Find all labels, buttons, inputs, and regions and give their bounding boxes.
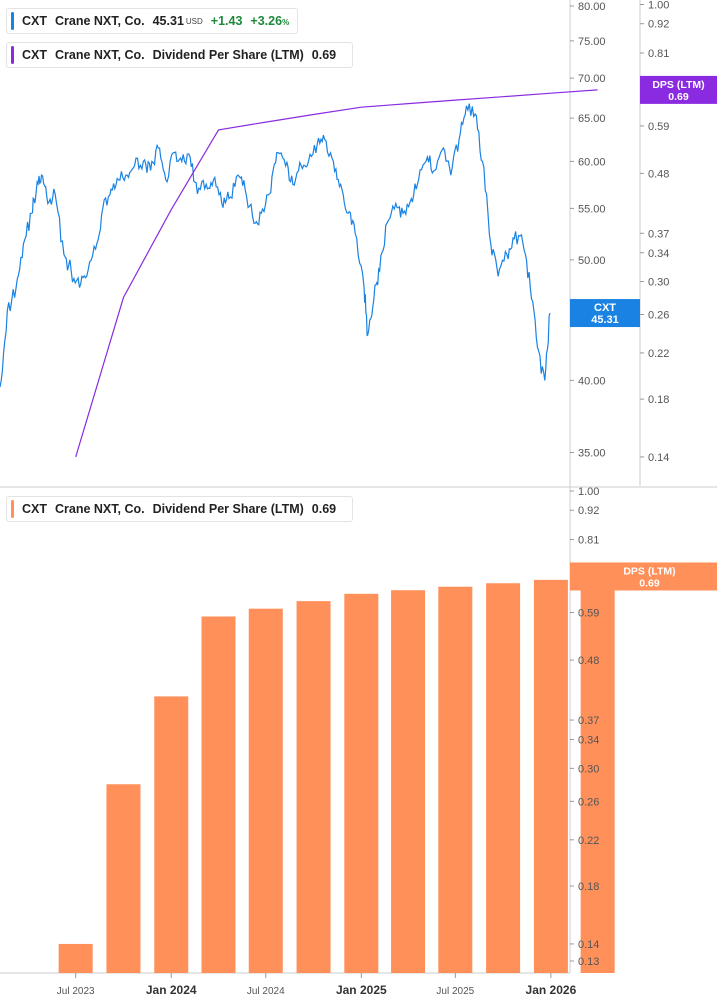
legend-change: +1.43 [210,14,243,28]
x-tick-label: Jan 2025 [336,983,387,997]
dps-tick-label: 0.30 [578,763,599,775]
x-tick-label: Jul 2023 [57,986,95,997]
x-tick-label: Jul 2025 [436,986,474,997]
dps-bar [248,608,283,973]
dps-tick-label: 0.59 [578,608,599,620]
legend-price: 45.31 [152,14,184,28]
legend-metric: Dividend Per Share (LTM) [152,502,304,516]
dps-bar [580,576,615,973]
price-legend-swatch [11,12,14,30]
x-tick-label: Jan 2024 [146,983,197,997]
legend-currency: USD [185,16,203,26]
dps-overlay-badge-label: DPS (LTM) [652,79,704,91]
legend-change-pct-value: +3.26 [250,14,283,28]
legend-change-pct: +3.26% [250,14,289,28]
dps-overlay-legend[interactable]: CXT Crane NXT, Co. Dividend Per Share (L… [6,42,354,68]
dps-bar-badge [570,562,717,591]
dps-tick-label: 0.92 [578,505,599,517]
price-tick-label: 50.00 [578,255,606,267]
price-badge [570,299,640,328]
price-tick-label: 70.00 [578,73,606,85]
legend-company: Crane NXT, Co. [55,48,145,62]
dps-bar-badge-label: DPS (LTM) [623,565,675,577]
dps-overlay-badge-value: 0.69 [668,91,689,103]
price-tick-label: 75.00 [578,36,606,48]
price-tick-label: 65.00 [578,113,606,125]
price-tick-label: 35.00 [578,448,606,460]
dps-tick-label: 0.22 [578,835,599,847]
dps-bar-plot [58,576,615,973]
dps-tick-label: 1.00 [578,486,599,498]
dps-bar [106,784,141,973]
legend-ticker: CXT [22,48,47,62]
legend-company: Crane NXT, Co. [55,14,145,28]
dps-tick-label: 0.26 [578,796,599,808]
x-tick-label: Jul 2024 [247,986,285,997]
price-badge-label: CXT [594,302,616,314]
price-axis: 35.0040.0045.0050.0055.0060.0065.0070.00… [570,1,606,460]
dps-bar [391,590,426,973]
legend-value: 0.69 [311,48,337,62]
price-tick-label: 80.00 [578,1,606,13]
dps-tick-label: 0.37 [578,715,599,727]
price-series-line [0,103,551,388]
dps-bar-legend-swatch [11,500,14,518]
legend-metric: Dividend Per Share (LTM) [152,48,304,62]
time-axis: Jul 2023 Jan 2024 Jul 2024 Jan 2025 Jul 2025… [57,973,577,997]
dps-overlay-tick-label: 0.14 [648,452,669,464]
dps-tick-label: 0.81 [578,535,599,547]
dps-bar [154,696,189,973]
dps-tick-label: 0.34 [578,735,599,747]
dps-overlay-tick-label: 0.34 [648,248,669,260]
price-tick-label: 55.00 [578,203,606,215]
dps-overlay-tick-label: 1.00 [648,0,669,12]
legend-ticker: CXT [22,14,47,28]
dps-overlay-tick-label: 0.30 [648,277,669,289]
dps-overlay-legend-swatch [11,46,14,64]
dps-bar [438,586,473,973]
legend-pct-sign: % [282,18,290,27]
dps-bar [296,601,331,973]
legend-ticker: CXT [22,502,47,516]
dps-overlay-axis: 0.140.180.220.260.300.340.370.480.590.70… [640,0,669,464]
price-tick-label: 40.00 [578,375,606,387]
dps-bar-legend[interactable]: CXT Crane NXT, Co. Dividend Per Share (L… [6,496,354,522]
dps-bar [201,616,236,973]
dps-overlay-tick-label: 0.18 [648,394,669,406]
dps-overlay-tick-label: 0.59 [648,121,669,133]
price-badge-value: 45.31 [591,314,619,326]
legend-company: Crane NXT, Co. [55,502,145,516]
dps-overlay-tick-label: 0.92 [648,19,669,31]
price-legend[interactable]: CXT Crane NXT, Co. 45.31 USD +1.43 +3.26… [6,8,299,34]
dps-overlay-tick-label: 0.48 [648,168,669,180]
price-plot [0,89,598,458]
dps-overlay-badge [640,75,717,104]
dps-overlay-tick-label: 0.81 [648,48,669,60]
dps-bar-badge-value: 0.69 [639,577,660,589]
dps-overlay-tick-label: 0.22 [648,348,669,360]
price-tick-label: 60.00 [578,156,606,168]
dps-bar [486,583,521,973]
dps-tick-label: 0.13 [578,956,599,968]
dps-overlay-tick-label: 0.37 [648,228,669,240]
dps-tick-label: 0.18 [578,881,599,893]
legend-value: 0.69 [311,502,337,516]
dps-bar [533,579,568,973]
dps-overlay-line [75,89,598,458]
dps-tick-label: 0.14 [578,939,599,951]
dps-bar [344,593,379,973]
dps-bar-axis: 0.13 0.14 0.18 0.22 0.26 0.30 0.34 0.37 0.48 0.59… [570,486,599,968]
dps-tick-label: 0.48 [578,655,599,667]
x-tick-label: Jan 2026 [526,983,577,997]
dps-overlay-tick-label: 0.26 [648,309,669,321]
dps-bar [58,943,93,973]
